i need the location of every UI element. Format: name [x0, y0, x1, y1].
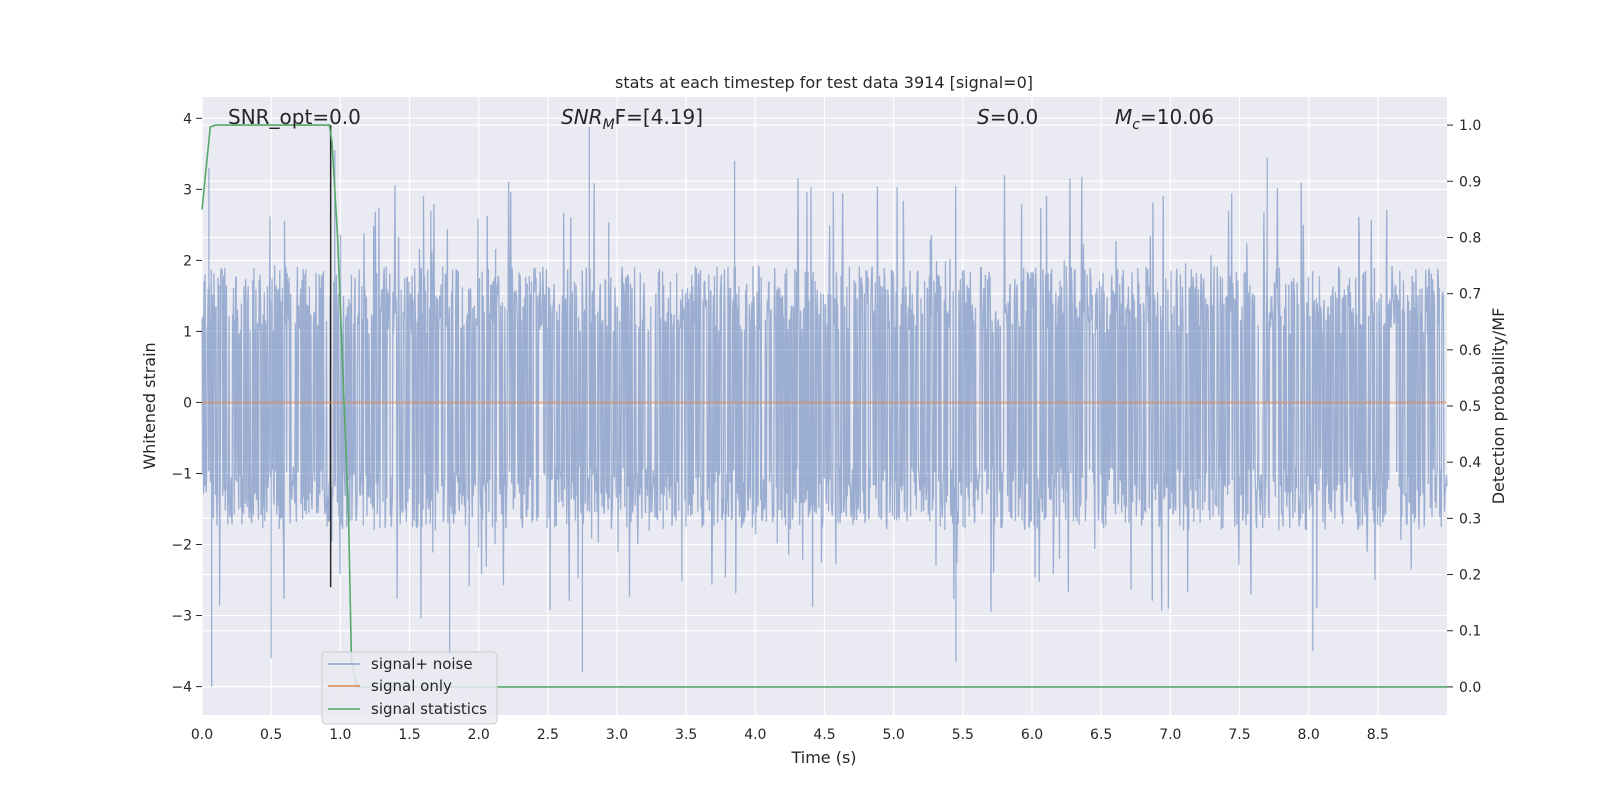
- annotation-snr-mf-base: SNR: [561, 105, 603, 129]
- legend: signal+ noise signal only signal statist…: [321, 651, 498, 725]
- y-right-tick-label-2: 0.8: [1459, 230, 1481, 246]
- x-tick-label-14: 7.0: [1159, 727, 1181, 743]
- x-tick-label-15: 7.5: [1228, 727, 1250, 743]
- y-left-tick-label-7: −3: [171, 609, 192, 625]
- y-right-tick-label-3: 0.7: [1459, 287, 1481, 303]
- y-left-tick-label-2: 2: [183, 253, 192, 269]
- x-tick-label-13: 6.5: [1090, 727, 1112, 743]
- ticks: 0.0 0.5 1.0 1.5 2.0 2.5 3.0 3.5 4.0 4.5 5.0 5.5 6.0 6…: [171, 111, 1481, 743]
- signal-noise-trace: [201, 126, 1448, 687]
- y-right-tick-label-1: 0.9: [1459, 174, 1481, 190]
- annotation-snr-mf-sub: M: [603, 117, 615, 133]
- annotation-snr-mf-rest: F=[4.19]: [615, 105, 703, 129]
- series-signal-noise: [201, 126, 1448, 687]
- y-right-tick-label-7: 0.3: [1459, 511, 1481, 527]
- y-right-tick-label-6: 0.4: [1459, 455, 1481, 471]
- x-tick-label-8: 4.0: [744, 727, 766, 743]
- x-tick-label-10: 5.0: [883, 727, 905, 743]
- legend-entry-signal-noise: signal+ noise: [371, 655, 473, 673]
- legend-entry-signal-only: signal only: [371, 677, 452, 695]
- y-left-tick-label-4: 0: [183, 395, 192, 411]
- y-right-tick-label-5: 0.5: [1459, 399, 1481, 415]
- annotation-s: S=0.0: [977, 105, 1038, 129]
- y-left-tick-label-0: 4: [183, 111, 192, 127]
- x-tick-label-17: 8.5: [1367, 727, 1389, 743]
- y-axis-label-left: Whitened strain: [140, 342, 159, 469]
- x-axis-label: Time (s): [790, 748, 856, 767]
- y-axis-label-right: Detection probability/MF: [1489, 308, 1508, 505]
- x-tick-label-0: 0.0: [191, 727, 213, 743]
- x-tick-label-1: 0.5: [260, 727, 282, 743]
- annotation-mc-symbol: M: [1115, 105, 1132, 129]
- x-tick-label-11: 5.5: [952, 727, 974, 743]
- annotation-snr-opt: SNR_opt=0.0: [228, 105, 361, 129]
- x-tick-label-12: 6.0: [1021, 727, 1043, 743]
- x-tick-label-9: 4.5: [813, 727, 835, 743]
- x-tick-label-7: 3.5: [675, 727, 697, 743]
- y-right-tick-label-8: 0.2: [1459, 568, 1481, 584]
- legend-entry-signal-statistics: signal statistics: [371, 700, 487, 718]
- x-tick-label-2: 1.0: [329, 727, 351, 743]
- y-right-tick-label-9: 0.1: [1459, 624, 1481, 640]
- y-left-tick-label-3: 1: [183, 324, 192, 340]
- annotation-snr-mf: SNRMF=[4.19]: [561, 105, 703, 133]
- y-right-tick-label-10: 0.0: [1459, 680, 1481, 696]
- x-tick-label-16: 8.0: [1298, 727, 1320, 743]
- y-left-tick-label-1: 3: [183, 182, 192, 198]
- y-left-tick-label-8: −4: [171, 680, 192, 696]
- chart-title: stats at each timestep for test data 391…: [615, 73, 1033, 92]
- legend-box: [321, 651, 498, 725]
- x-tick-label-3: 1.5: [398, 727, 420, 743]
- y-left-tick-label-6: −2: [171, 538, 192, 554]
- x-tick-label-4: 2.0: [468, 727, 490, 743]
- annotation-mc-sub: c: [1132, 117, 1140, 133]
- annotation-mc-value: =10.06: [1140, 105, 1214, 129]
- y-left-tick-label-5: −1: [171, 466, 192, 482]
- annotation-s-symbol: S: [977, 105, 990, 129]
- annotation-mc: Mc=10.06: [1115, 105, 1214, 133]
- y-right-tick-label-0: 1.0: [1459, 118, 1481, 134]
- x-tick-label-6: 3.0: [606, 727, 628, 743]
- x-tick-label-5: 2.5: [537, 727, 559, 743]
- y-right-tick-label-4: 0.6: [1459, 343, 1481, 359]
- annotation-s-value: =0.0: [990, 105, 1039, 129]
